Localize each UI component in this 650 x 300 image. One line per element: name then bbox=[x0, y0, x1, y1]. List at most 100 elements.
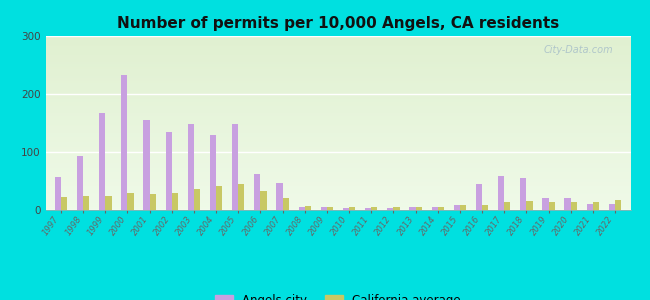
Bar bbox=[39, 206, 650, 208]
Bar bbox=[39, 43, 650, 45]
Bar bbox=[39, 121, 650, 123]
Bar bbox=[349, 207, 356, 210]
Bar bbox=[39, 102, 650, 104]
Bar bbox=[39, 116, 650, 118]
Bar bbox=[39, 146, 650, 147]
Bar bbox=[194, 188, 200, 210]
Bar bbox=[39, 182, 650, 184]
Bar bbox=[39, 123, 650, 125]
Bar bbox=[239, 184, 244, 210]
Bar bbox=[39, 81, 650, 83]
Bar bbox=[55, 177, 61, 210]
Bar bbox=[415, 206, 422, 210]
Bar bbox=[39, 139, 650, 140]
Bar bbox=[39, 127, 650, 128]
Bar bbox=[254, 174, 261, 210]
Bar bbox=[39, 97, 650, 99]
Bar bbox=[39, 62, 650, 64]
Bar bbox=[39, 38, 650, 40]
Bar bbox=[586, 204, 593, 210]
Bar bbox=[504, 202, 510, 210]
Bar bbox=[150, 194, 156, 210]
Bar bbox=[39, 71, 650, 73]
Bar bbox=[39, 109, 650, 111]
Bar bbox=[432, 207, 437, 210]
Text: City-Data.com: City-Data.com bbox=[543, 45, 613, 55]
Bar bbox=[39, 198, 650, 200]
Bar bbox=[39, 203, 650, 205]
Bar bbox=[39, 107, 650, 109]
Bar bbox=[39, 142, 650, 144]
Bar bbox=[39, 111, 650, 112]
Bar bbox=[39, 188, 650, 189]
Bar bbox=[454, 206, 460, 210]
Bar bbox=[61, 197, 67, 210]
Bar bbox=[526, 201, 532, 210]
Bar bbox=[39, 60, 650, 62]
Bar bbox=[39, 36, 650, 38]
Bar bbox=[39, 55, 650, 57]
Bar bbox=[39, 100, 650, 102]
Bar bbox=[365, 208, 371, 210]
Bar bbox=[39, 40, 650, 41]
Bar bbox=[39, 99, 650, 100]
Bar bbox=[520, 178, 526, 210]
Bar bbox=[39, 90, 650, 92]
Bar bbox=[542, 198, 549, 210]
Bar bbox=[39, 134, 650, 135]
Bar bbox=[39, 140, 650, 142]
Bar bbox=[39, 200, 650, 201]
Bar bbox=[39, 114, 650, 116]
Bar bbox=[39, 104, 650, 106]
Bar bbox=[39, 158, 650, 160]
Bar bbox=[39, 112, 650, 114]
Bar bbox=[39, 52, 650, 53]
Bar bbox=[39, 161, 650, 163]
Bar bbox=[39, 67, 650, 69]
Bar bbox=[39, 172, 650, 173]
Bar bbox=[549, 202, 554, 210]
Bar bbox=[39, 85, 650, 86]
Bar bbox=[327, 206, 333, 210]
Bar bbox=[39, 205, 650, 206]
Bar bbox=[39, 41, 650, 43]
Title: Number of permits per 10,000 Angels, CA residents: Number of permits per 10,000 Angels, CA … bbox=[117, 16, 559, 31]
Bar bbox=[39, 208, 650, 210]
Bar bbox=[387, 208, 393, 210]
Bar bbox=[437, 206, 444, 210]
Bar bbox=[105, 196, 112, 210]
Bar bbox=[127, 193, 134, 210]
Bar bbox=[39, 88, 650, 90]
Bar bbox=[188, 124, 194, 210]
Bar bbox=[39, 119, 650, 121]
Bar bbox=[39, 74, 650, 76]
Bar bbox=[39, 156, 650, 158]
Bar bbox=[39, 184, 650, 186]
Bar bbox=[39, 66, 650, 67]
Bar bbox=[39, 160, 650, 161]
Bar bbox=[343, 208, 349, 210]
Bar bbox=[609, 204, 615, 210]
Bar bbox=[261, 191, 266, 210]
Bar bbox=[166, 132, 172, 210]
Bar bbox=[39, 175, 650, 177]
Bar bbox=[39, 46, 650, 48]
Bar bbox=[39, 137, 650, 139]
Bar bbox=[99, 112, 105, 210]
Bar bbox=[498, 176, 504, 210]
Bar bbox=[39, 50, 650, 52]
Bar bbox=[39, 48, 650, 50]
Bar bbox=[39, 153, 650, 154]
Bar bbox=[39, 167, 650, 168]
Bar bbox=[39, 154, 650, 156]
Bar bbox=[371, 207, 378, 210]
Bar bbox=[39, 64, 650, 66]
Bar bbox=[216, 186, 222, 210]
Bar bbox=[460, 206, 466, 210]
Bar bbox=[39, 80, 650, 81]
Bar bbox=[210, 135, 216, 210]
Bar bbox=[39, 130, 650, 132]
Bar bbox=[39, 165, 650, 167]
Bar bbox=[39, 177, 650, 179]
Bar bbox=[39, 125, 650, 127]
